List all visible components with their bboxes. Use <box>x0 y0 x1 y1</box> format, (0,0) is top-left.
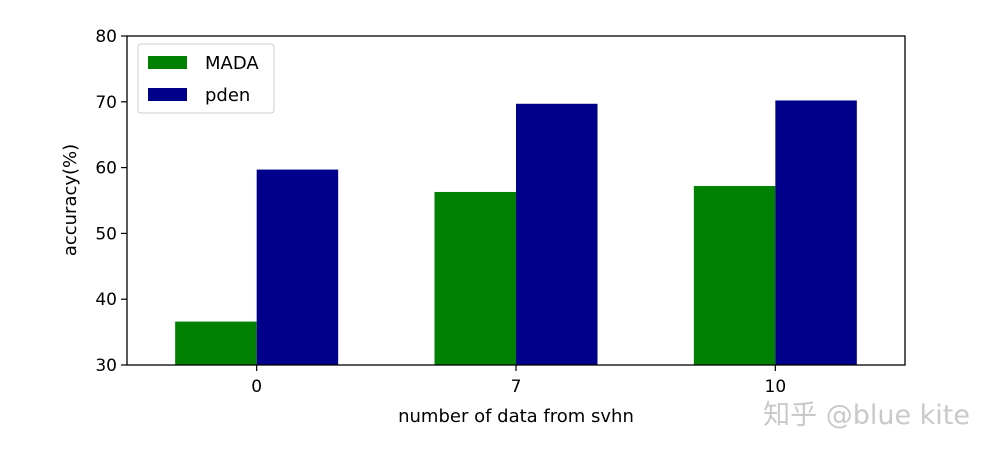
x-tick-label: 0 <box>251 377 262 397</box>
bars-layer <box>175 100 857 366</box>
y-tick-label: 30 <box>95 356 117 376</box>
y-axis-title: accuracy(%) <box>60 144 81 256</box>
bar-pden-7 <box>516 103 598 366</box>
y-axis: 30 40 50 60 70 80 <box>95 27 127 376</box>
x-tick-label: 7 <box>511 377 522 397</box>
x-axis-title: number of data from svhn <box>398 406 634 427</box>
bar-mada-10 <box>693 186 776 365</box>
x-tick-label: 10 <box>765 377 787 397</box>
bar-pden-10 <box>775 100 857 365</box>
y-tick-label: 40 <box>95 290 117 310</box>
y-tick-label: 70 <box>95 93 117 113</box>
y-tick-label: 80 <box>95 27 117 47</box>
watermark-text: 知乎 @blue kite <box>763 400 970 431</box>
legend-swatch-pden <box>148 88 187 101</box>
bar-mada-7 <box>434 191 516 365</box>
legend-swatch-mada <box>148 56 187 69</box>
x-axis: 0 7 10 <box>251 365 786 397</box>
bar-mada-0 <box>175 321 257 365</box>
y-tick-label: 50 <box>95 224 117 244</box>
legend: MADA pden <box>137 43 275 114</box>
legend-label-pden: pden <box>205 85 250 106</box>
y-tick-label: 60 <box>95 159 117 179</box>
bar-pden-0 <box>256 169 339 365</box>
legend-label-mada: MADA <box>205 53 259 74</box>
